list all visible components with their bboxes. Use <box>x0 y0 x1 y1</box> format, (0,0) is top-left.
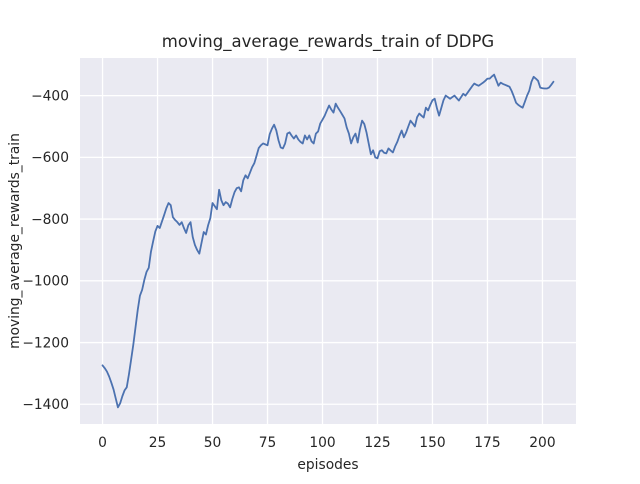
y-tick-label: −1400 <box>22 397 69 413</box>
y-tick-label: −1200 <box>22 335 69 351</box>
x-tick-label: 25 <box>149 435 167 451</box>
y-axis-label: moving_average_rewards_train <box>7 133 23 349</box>
y-tick-label: −600 <box>31 150 69 166</box>
chart-title: moving_average_rewards_train of DDPG <box>162 32 494 52</box>
x-tick-label: 150 <box>419 435 445 451</box>
x-tick-label: 175 <box>474 435 500 451</box>
x-tick-label: 0 <box>98 435 107 451</box>
ddpg-reward-line <box>101 73 555 409</box>
y-tick-label: −400 <box>31 88 69 104</box>
x-tick-label: 75 <box>259 435 277 451</box>
x-tick-label: 125 <box>364 435 390 451</box>
y-tick-label: −800 <box>31 212 69 228</box>
plot-area <box>80 58 576 424</box>
y-axis-tick-labels: −400 −600 −800 −1000 −1200 −1400 <box>22 88 69 413</box>
x-tick-label: 50 <box>204 435 222 451</box>
y-tick-label: −1000 <box>22 274 69 290</box>
x-tick-label: 100 <box>309 435 335 451</box>
gridlines <box>80 58 576 424</box>
x-tick-label: 200 <box>529 435 555 451</box>
x-axis-tick-labels: 0 25 50 75 100 125 150 175 200 <box>98 435 555 451</box>
x-axis-label: episodes <box>297 457 358 473</box>
